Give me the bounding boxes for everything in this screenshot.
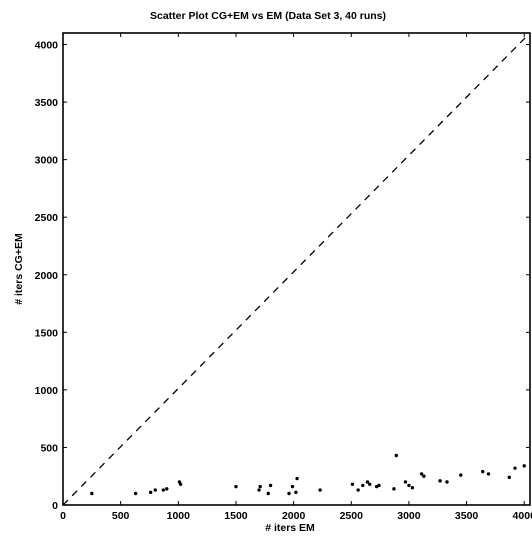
- data-point: [513, 466, 517, 470]
- data-point: [410, 486, 415, 490]
- data-point: [257, 488, 261, 492]
- y-tick-label: 3000: [35, 155, 59, 167]
- y-tick-label: 3500: [35, 97, 59, 109]
- y-tick-label: 4000: [35, 40, 59, 52]
- data-point: [438, 479, 442, 483]
- data-point: [287, 491, 291, 496]
- y-axis-label: # iters CG+EM: [13, 233, 25, 305]
- scatter-points: [90, 453, 526, 496]
- data-point: [294, 490, 298, 495]
- x-tick-label: 4000: [513, 510, 532, 522]
- chart-title: Scatter Plot CG+EM vs EM (Data Set 3, 40…: [150, 10, 386, 22]
- data-point: [356, 488, 360, 492]
- data-point: [161, 488, 166, 492]
- data-point: [419, 472, 424, 476]
- data-point: [445, 480, 449, 484]
- data-point: [178, 482, 183, 486]
- data-point: [318, 488, 322, 492]
- data-point: [165, 487, 169, 491]
- data-point: [361, 483, 365, 488]
- data-point: [153, 488, 157, 492]
- data-point: [350, 482, 355, 486]
- x-tick-label: 2500: [340, 510, 364, 522]
- data-point: [407, 483, 411, 488]
- data-point: [522, 464, 526, 468]
- x-tick-label: 3000: [397, 510, 421, 522]
- data-point: [377, 483, 381, 488]
- data-point: [422, 474, 426, 478]
- data-point: [459, 473, 463, 477]
- data-point: [148, 490, 153, 495]
- data-point: [481, 469, 485, 474]
- data-point: [258, 484, 262, 489]
- y-tick-label: 2500: [35, 212, 59, 224]
- y-axis-ticks: 0 500 1000 1500 2000 2500 3000 3500 4000: [35, 40, 530, 512]
- y-tick-label: 1000: [35, 385, 59, 397]
- data-point: [268, 483, 273, 488]
- data-point: [290, 484, 295, 489]
- data-point: [266, 491, 270, 496]
- y-tick-label: 1500: [35, 327, 59, 339]
- plot-area-frame: [62, 32, 531, 506]
- data-point: [365, 480, 370, 484]
- data-point: [368, 482, 372, 486]
- data-point: [394, 453, 398, 458]
- data-point: [507, 475, 511, 480]
- data-point: [403, 480, 408, 484]
- x-axis-label: # iters EM: [265, 522, 315, 534]
- x-axis-ticks: 0 500 1000 1500 2000 2500 3000 3500 4000: [60, 33, 532, 522]
- x-tick-label: 0: [60, 510, 66, 522]
- data-point: [90, 491, 94, 496]
- y-tick-label: 2000: [35, 270, 59, 282]
- data-point: [392, 487, 396, 491]
- data-point: [486, 472, 491, 476]
- x-tick-label: 1500: [224, 510, 248, 522]
- x-tick-label: 500: [112, 510, 130, 522]
- data-point: [295, 476, 299, 481]
- y-tick-label: 0: [52, 500, 58, 512]
- reference-diagonal-line: [62, 32, 531, 506]
- y-tick-label: 500: [40, 442, 58, 454]
- data-point: [234, 484, 238, 489]
- data-point: [133, 491, 138, 496]
- x-tick-label: 3500: [455, 510, 479, 522]
- x-tick-label: 2000: [282, 510, 306, 522]
- x-tick-label: 1000: [167, 510, 191, 522]
